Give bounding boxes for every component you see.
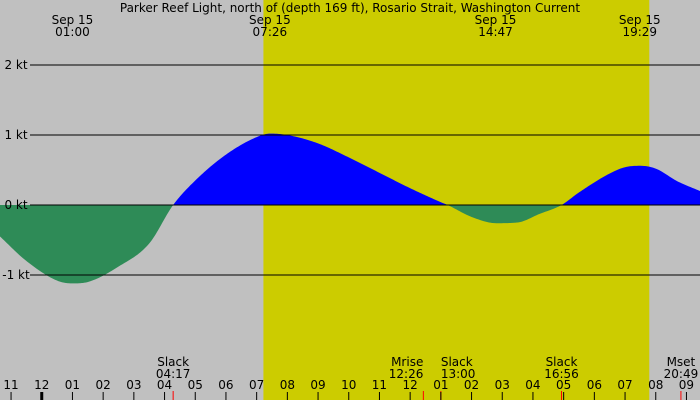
x-tick-label: 11 [372, 378, 387, 392]
bottom-event-time: 04:17 [156, 367, 191, 381]
x-tick-label: 04 [157, 378, 172, 392]
event-time-label: 14:47 [478, 25, 513, 39]
x-tick-label: 10 [341, 378, 356, 392]
bottom-event-time: 13:00 [441, 367, 476, 381]
x-tick-label: 09 [679, 378, 694, 392]
x-tick-label: 05 [556, 378, 571, 392]
y-axis-labels: 2 kt 1 kt 0 kt -1 kt [2, 58, 30, 282]
x-tick-label: 06 [218, 378, 233, 392]
event-time-label: 07:26 [253, 25, 288, 39]
bottom-event-label: Slack [546, 355, 578, 369]
x-tick-label: 08 [280, 378, 295, 392]
bottom-event-label: Slack [441, 355, 473, 369]
x-tick-label: 12 [34, 378, 49, 392]
bottom-event-label: Mset [667, 355, 696, 369]
y-tick-label: -1 kt [2, 268, 30, 282]
x-tick-label: 08 [648, 378, 663, 392]
x-tick-label: 02 [96, 378, 111, 392]
current-area-group [0, 133, 700, 284]
bottom-event-time: 20:49 [664, 367, 699, 381]
flood-current-area [173, 133, 448, 205]
x-tick-label: 01 [433, 378, 448, 392]
event-date-label: Sep 15 [249, 13, 291, 27]
ebb-current-area [447, 205, 562, 224]
y-tick-label: 2 kt [4, 58, 27, 72]
x-tick-label: 07 [249, 378, 264, 392]
bottom-event-labels: Slack04:17Mrise12:26Slack13:00Slack16:56… [156, 355, 699, 400]
bottom-event-label: Slack [157, 355, 189, 369]
ebb-current-area [0, 205, 174, 284]
x-tick-label: 11 [3, 378, 18, 392]
bottom-event-time: 16:56 [544, 367, 579, 381]
event-time-label: 19:29 [622, 25, 657, 39]
chart-title: Parker Reef Light, north of (depth 169 f… [120, 1, 581, 15]
x-tick-label: 02 [464, 378, 479, 392]
gridlines [30, 64, 700, 276]
x-tick-label: 04 [525, 378, 540, 392]
x-tick-label: 05 [188, 378, 203, 392]
event-date-label: Sep 15 [475, 13, 517, 27]
flood-current-area [561, 165, 700, 205]
x-tick-label: 03 [495, 378, 510, 392]
y-tick-label: 1 kt [4, 128, 27, 142]
x-tick-label: 01 [65, 378, 80, 392]
event-time-label: 01:00 [55, 25, 90, 39]
bottom-event-time: 12:26 [389, 367, 424, 381]
event-date-label: Sep 15 [619, 13, 661, 27]
x-axis: 11 12 01 02 03 04 05 06 07 08 09 10 11 12 01 02 03 04 05 06… [3, 378, 694, 400]
y-tick-label: 0 kt [4, 198, 27, 212]
bottom-event-label: Mrise [391, 355, 423, 369]
event-date-label: Sep 15 [52, 13, 94, 27]
x-tick-label: 12 [403, 378, 418, 392]
x-tick-label: 09 [310, 378, 325, 392]
x-tick-label: 06 [587, 378, 602, 392]
x-tick-label: 07 [617, 378, 632, 392]
x-tick-label: 03 [126, 378, 141, 392]
